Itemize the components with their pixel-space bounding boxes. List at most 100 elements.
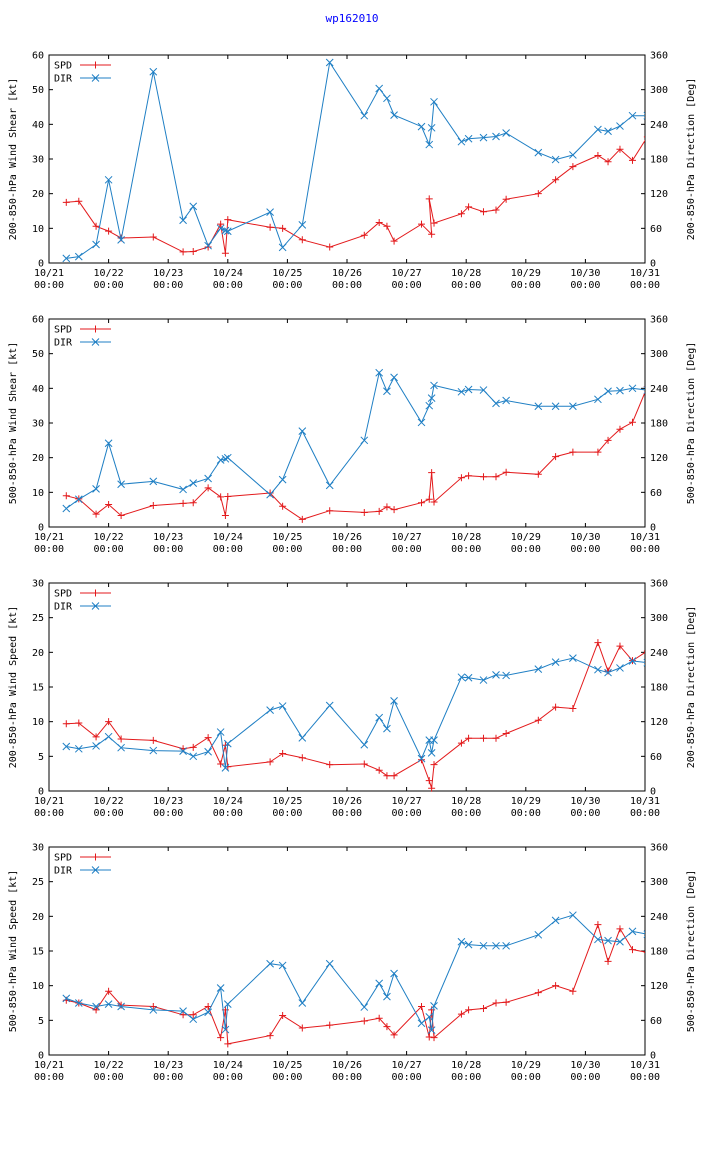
dir-data-point xyxy=(569,654,577,662)
spd-data-point xyxy=(534,470,542,478)
spd-data-point xyxy=(92,733,100,741)
y-tick-label: 0 xyxy=(38,259,44,270)
x-tick-label-time: 00:00 xyxy=(213,808,243,819)
spd-data-point xyxy=(418,220,425,228)
x-tick-label-time: 00:00 xyxy=(272,1072,302,1083)
x-tick-label-time: 00:00 xyxy=(630,544,660,555)
y2-tick-label: 60 xyxy=(650,224,662,235)
dir-data-point xyxy=(604,668,612,677)
spd-data-point xyxy=(383,503,391,511)
x-tick-label-time: 00:00 xyxy=(451,1072,481,1083)
x-tick-label-time: 00:00 xyxy=(94,1072,124,1083)
dir-data-point xyxy=(117,236,125,244)
spd-data-point xyxy=(92,510,100,518)
dir-data-point xyxy=(383,992,391,1001)
spd-data-point xyxy=(390,1031,398,1039)
legend-dir-label: DIR xyxy=(54,602,73,613)
y2-tick-label: 180 xyxy=(650,683,668,694)
dir-data-point xyxy=(534,402,543,411)
x-tick-label-time: 00:00 xyxy=(94,280,124,291)
legend-spd-label: SPD xyxy=(54,61,72,72)
spd-data-point xyxy=(465,734,473,742)
x-tick-label-date: 10/22 xyxy=(94,1060,124,1071)
x-tick-label-time: 00:00 xyxy=(570,1072,600,1083)
dir-data-point xyxy=(502,396,510,405)
dir-data-point xyxy=(464,673,473,682)
x-tick-label-date: 10/29 xyxy=(511,532,541,543)
dir-data-point xyxy=(189,479,198,487)
dir-data-point xyxy=(534,930,543,939)
y-tick-label: 50 xyxy=(32,349,44,360)
dir-data-point xyxy=(464,385,473,394)
spd-data-point xyxy=(224,1040,232,1048)
x-tick-label-date: 10/24 xyxy=(213,1060,243,1071)
spd-data-point xyxy=(217,1034,225,1042)
dir-data-point xyxy=(628,657,637,665)
spd-data-point xyxy=(457,739,465,747)
dir-data-point xyxy=(179,485,187,494)
spd-data-point xyxy=(594,152,602,160)
dir-data-point xyxy=(204,474,212,483)
x-tick-label-time: 00:00 xyxy=(332,808,362,819)
dir-data-point xyxy=(104,175,113,184)
dir-data-point xyxy=(325,58,334,67)
y-tick-label: 30 xyxy=(32,155,44,166)
spd-data-point xyxy=(569,163,577,171)
spd-data-point xyxy=(105,987,113,995)
x-tick-label-date: 10/22 xyxy=(94,796,124,807)
y-tick-label: 30 xyxy=(32,843,44,854)
spd-data-point xyxy=(465,1006,473,1014)
dir-data-point xyxy=(223,227,232,236)
legend-spd-label: SPD xyxy=(54,853,72,864)
y-tick-label: 40 xyxy=(32,120,44,131)
x-tick-label-time: 00:00 xyxy=(511,544,541,555)
dir-data-point xyxy=(266,490,274,499)
y-tick-label: 30 xyxy=(32,419,44,430)
x-tick-label-date: 10/26 xyxy=(332,1060,362,1071)
dir-data-point xyxy=(616,386,624,395)
spd-data-point xyxy=(326,507,334,515)
dir-data-point xyxy=(427,1026,436,1035)
dir-data-point xyxy=(551,658,560,667)
spd-data-point xyxy=(298,1024,306,1032)
dir-data-point xyxy=(221,1025,230,1034)
dir-data-point xyxy=(117,1002,125,1011)
dir-data-point xyxy=(616,937,624,946)
plot-frame xyxy=(48,846,646,1056)
spd-series-line xyxy=(66,139,645,254)
y2-axis-label: 500-850-hPa Direction [Deg] xyxy=(686,342,697,505)
spd-data-point xyxy=(616,925,624,933)
spd-data-point xyxy=(430,761,438,769)
spd-data-point xyxy=(383,1023,391,1031)
dir-data-point xyxy=(189,202,198,211)
x-tick-label-date: 10/31 xyxy=(630,1060,660,1071)
dir-data-point xyxy=(390,697,398,705)
spd-data-point xyxy=(457,210,465,218)
dir-data-point xyxy=(430,1002,438,1010)
y-axis-label: 200-850-hPa Wind Speed [kt] xyxy=(8,606,19,769)
spd-data-point xyxy=(92,222,100,230)
spd-data-point xyxy=(105,500,113,508)
legend-spd-marker xyxy=(92,589,99,597)
legend-dir-marker xyxy=(91,866,100,874)
x-tick-label-date: 10/24 xyxy=(213,532,243,543)
dir-data-point xyxy=(551,155,560,164)
dir-data-point xyxy=(216,456,225,464)
dir-data-point xyxy=(92,742,100,750)
y-tick-label: 5 xyxy=(38,752,44,763)
y-tick-label: 20 xyxy=(32,189,44,200)
dir-data-point xyxy=(62,254,71,263)
dir-data-point xyxy=(266,706,274,714)
dir-data-point xyxy=(569,151,577,159)
spd-data-point xyxy=(457,474,465,482)
spd-data-point xyxy=(428,469,436,477)
x-tick-label-time: 00:00 xyxy=(153,1072,183,1083)
dir-data-point xyxy=(149,477,158,486)
dir-data-point xyxy=(417,1019,426,1028)
y-tick-label: 25 xyxy=(32,613,44,624)
spd-data-point xyxy=(628,156,636,164)
dir-data-point xyxy=(375,368,384,377)
y2-tick-label: 360 xyxy=(650,315,668,326)
x-tick-label-date: 10/23 xyxy=(153,268,183,279)
y-axis-label: 500-850-hPa Wind Speed [kt] xyxy=(8,870,19,1033)
